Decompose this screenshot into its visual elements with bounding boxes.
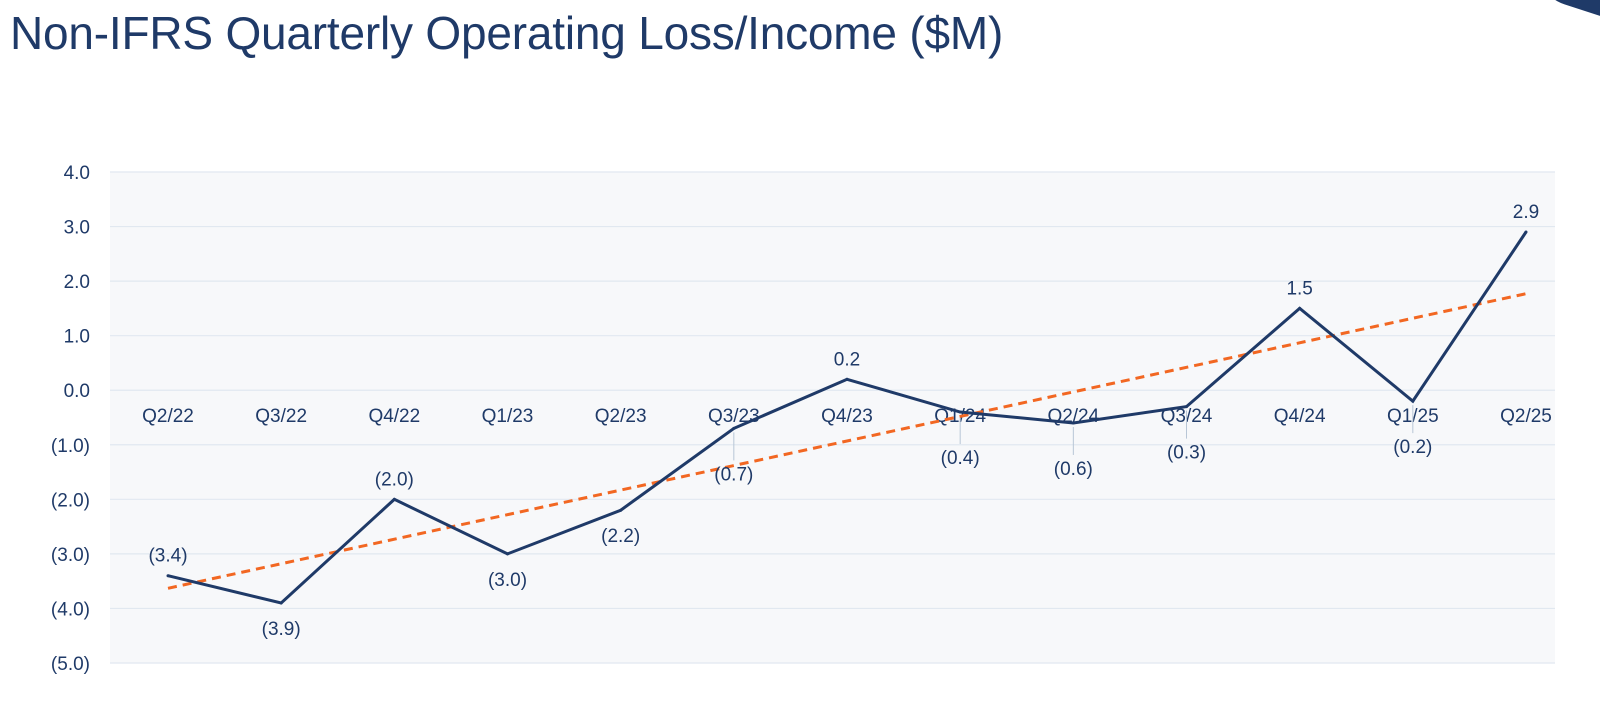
data-point	[392, 497, 396, 501]
trendline	[167, 292, 1527, 590]
data-point	[166, 574, 170, 578]
x-tick-label: Q2/23	[595, 406, 647, 427]
y-tick-label: 4.0	[64, 163, 90, 184]
data-labels: (3.4) (3.9) (2.0) (3.0) (2.2) (0.7) 0.2 (0.4) (0…	[148, 202, 1539, 640]
data-point	[506, 552, 509, 556]
data-label: (0.2)	[1393, 437, 1432, 458]
gridlines	[110, 171, 1555, 664]
y-tick-label: 2.0	[64, 272, 90, 293]
data-point	[619, 508, 623, 512]
data-label: (2.0)	[375, 469, 414, 490]
y-tick-label: (1.0)	[51, 436, 90, 457]
y-tick-label: (3.0)	[51, 545, 90, 566]
trendline-path	[167, 292, 1527, 590]
y-tick-label: (4.0)	[51, 599, 90, 620]
data-label: (3.4)	[148, 546, 187, 567]
y-tick-label: (2.0)	[51, 490, 90, 511]
data-label: (2.2)	[601, 526, 640, 547]
data-point	[1071, 421, 1075, 425]
data-label: 1.5	[1286, 278, 1312, 299]
data-label: (0.4)	[941, 448, 980, 469]
data-label: 2.9	[1513, 202, 1539, 223]
data-label: (3.0)	[488, 570, 527, 591]
label-leader-lines	[733, 405, 1414, 461]
data-label: 0.2	[834, 349, 860, 370]
x-tick-label: Q2/25	[1500, 406, 1552, 427]
x-tick-label: Q4/23	[821, 406, 873, 427]
series-line	[166, 230, 1528, 605]
y-tick-label: 3.0	[64, 218, 90, 239]
data-point	[845, 377, 849, 381]
data-label: (3.9)	[262, 619, 301, 640]
y-tick-label: (5.0)	[51, 654, 90, 675]
x-tick-label: Q1/23	[482, 406, 534, 427]
data-point	[279, 601, 283, 605]
data-point	[732, 426, 736, 430]
x-tick-label: Q2/22	[142, 406, 194, 427]
data-point	[1524, 230, 1528, 234]
data-point	[958, 410, 962, 414]
x-tick-label: Q4/24	[1274, 406, 1326, 427]
y-tick-label: 0.0	[64, 381, 90, 402]
data-point	[1298, 306, 1302, 310]
y-axis: 4.0 3.0 2.0 1.0 0.0 (1.0) (2.0) (3.0) (4.0) (5.0)	[51, 163, 90, 675]
data-point	[1185, 405, 1188, 409]
data-label: (0.6)	[1054, 459, 1093, 480]
x-tick-label: Q4/22	[368, 406, 420, 427]
plot-area	[110, 172, 1555, 663]
data-point	[1411, 399, 1415, 403]
x-tick-label: Q3/23	[708, 406, 760, 427]
x-tick-label: Q3/22	[255, 406, 307, 427]
data-label: (0.7)	[714, 464, 753, 485]
data-label: (0.3)	[1167, 443, 1206, 464]
page-title: Non-IFRS Quarterly Operating Loss/Income…	[10, 7, 1004, 59]
y-tick-label: 1.0	[64, 327, 90, 348]
